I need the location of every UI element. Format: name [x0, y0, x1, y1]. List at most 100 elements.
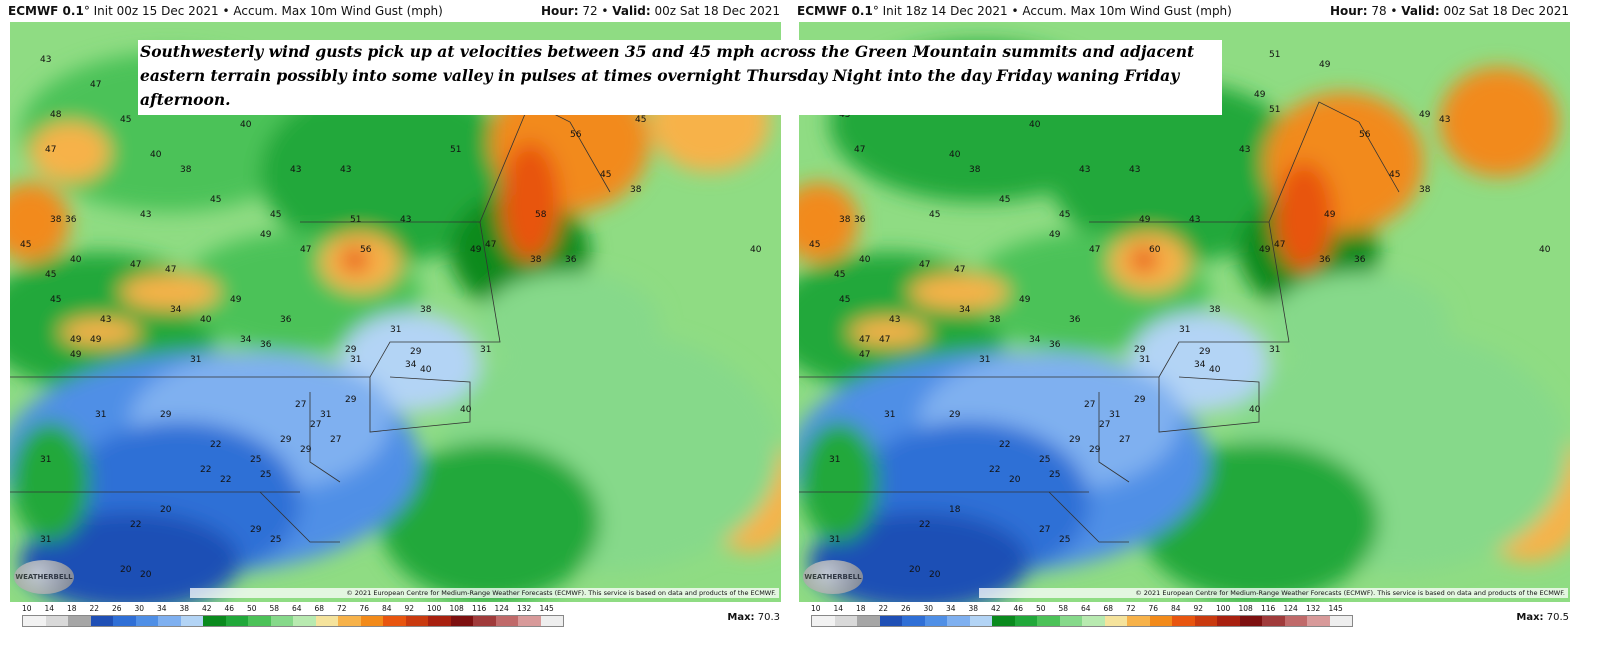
svg-text:45: 45: [635, 115, 646, 125]
svg-text:22: 22: [210, 440, 221, 450]
colorbar-ticks: 10 14 18 22 26 30 34 38 42 46 50 58 64 68 72 76 84 92 100 1…: [811, 604, 1343, 613]
hour-label: Hour:: [1329, 4, 1368, 18]
svg-text:20: 20: [929, 570, 941, 580]
svg-text:31: 31: [884, 410, 895, 420]
max-value: Max: 70.3: [727, 612, 780, 623]
colorbar-swatch: [158, 616, 181, 626]
svg-text:49: 49: [260, 230, 272, 240]
colorbar-swatch: [1059, 616, 1082, 626]
svg-text:40: 40: [1249, 405, 1261, 415]
svg-text:22: 22: [999, 440, 1010, 450]
svg-text:45: 45: [210, 195, 221, 205]
svg-text:45: 45: [929, 210, 940, 220]
svg-text:29: 29: [300, 445, 312, 455]
svg-text:20: 20: [160, 505, 172, 515]
svg-text:36: 36: [1069, 315, 1081, 325]
colorbar-swatch: [405, 616, 428, 626]
svg-text:40: 40: [70, 255, 82, 265]
colorbar-swatch: [1127, 616, 1150, 626]
colorbar-swatch: [135, 616, 158, 626]
svg-text:27: 27: [330, 435, 341, 445]
svg-text:51: 51: [1269, 50, 1280, 60]
svg-text:47: 47: [859, 350, 870, 360]
colorbar-swatch: [23, 616, 46, 626]
colorbar-swatch: [1104, 616, 1127, 626]
colorbar-swatch: [902, 616, 925, 626]
svg-text:43: 43: [290, 165, 301, 175]
svg-text:49: 49: [230, 295, 242, 305]
svg-text:25: 25: [260, 470, 271, 480]
colorbar-swatch: [180, 616, 203, 626]
svg-text:40: 40: [750, 245, 762, 255]
svg-text:31: 31: [350, 355, 361, 365]
svg-text:34: 34: [1029, 335, 1041, 345]
svg-text:49: 49: [1049, 230, 1061, 240]
svg-text:56: 56: [1359, 130, 1371, 140]
svg-text:49: 49: [1139, 215, 1151, 225]
svg-text:49: 49: [1419, 110, 1431, 120]
svg-text:20: 20: [909, 565, 921, 575]
svg-text:22: 22: [130, 520, 141, 530]
svg-text:31: 31: [829, 535, 840, 545]
hour-value: 78 •: [1367, 4, 1402, 18]
colorbar-swatch: [270, 616, 293, 626]
svg-text:40: 40: [949, 150, 961, 160]
svg-text:31: 31: [1179, 325, 1190, 335]
svg-text:29: 29: [345, 345, 357, 355]
svg-text:47: 47: [954, 265, 965, 275]
svg-text:43: 43: [100, 315, 111, 325]
svg-text:45: 45: [839, 295, 850, 305]
svg-text:31: 31: [40, 535, 51, 545]
colorbar-swatch: [1149, 616, 1172, 626]
svg-text:40: 40: [1209, 365, 1221, 375]
svg-text:22: 22: [919, 520, 930, 530]
svg-text:45: 45: [839, 110, 850, 120]
svg-text:36: 36: [1049, 340, 1061, 350]
colorbar-swatch: [203, 616, 226, 626]
svg-text:36: 36: [1319, 255, 1331, 265]
svg-text:27: 27: [1119, 435, 1130, 445]
svg-text:45: 45: [20, 240, 31, 250]
hour-value: 72 •: [578, 4, 613, 18]
svg-text:40: 40: [200, 315, 212, 325]
svg-text:47: 47: [1089, 245, 1100, 255]
valid-time: 00z Sat 18 Dec 2021: [650, 4, 780, 18]
svg-text:43: 43: [40, 55, 51, 65]
svg-text:38: 38: [839, 215, 851, 225]
copyright-notice: © 2021 European Centre for Medium-Range …: [979, 588, 1568, 598]
svg-text:31: 31: [1109, 410, 1120, 420]
valid-label: Valid:: [612, 4, 651, 18]
svg-text:47: 47: [165, 265, 176, 275]
svg-text:47: 47: [130, 260, 141, 270]
svg-text:31: 31: [190, 355, 201, 365]
svg-text:47: 47: [45, 145, 56, 155]
svg-text:45: 45: [120, 115, 131, 125]
copyright-notice: © 2021 European Centre for Medium-Range …: [190, 588, 779, 598]
colorbar-swatches: [22, 615, 564, 627]
init-time: ° Init 00z 15 Dec 2021: [83, 4, 219, 18]
max-value: Max: 70.5: [1516, 612, 1569, 623]
svg-text:43: 43: [340, 165, 351, 175]
svg-text:27: 27: [1099, 420, 1110, 430]
svg-text:49: 49: [1254, 90, 1266, 100]
svg-text:22: 22: [200, 465, 211, 475]
panel-header: ECMWF 0.1° Init 18z 14 Dec 2021 • Accum.…: [789, 0, 1575, 22]
svg-text:31: 31: [390, 325, 401, 335]
colorbar-swatch: [225, 616, 248, 626]
colorbar-swatch: [383, 616, 406, 626]
svg-text:40: 40: [859, 255, 871, 265]
svg-text:43: 43: [889, 315, 900, 325]
svg-text:47: 47: [485, 240, 496, 250]
colorbar-swatch: [518, 616, 541, 626]
colorbar-swatch: [1262, 616, 1285, 626]
svg-text:40: 40: [150, 150, 162, 160]
svg-text:43: 43: [1189, 215, 1200, 225]
svg-text:31: 31: [320, 410, 331, 420]
colorbar-swatch: [113, 616, 136, 626]
svg-text:43: 43: [1439, 115, 1450, 125]
svg-text:49: 49: [1319, 60, 1331, 70]
product-name: • Accum. Max 10m Wind Gust (mph): [1011, 4, 1232, 18]
svg-text:38: 38: [630, 185, 642, 195]
